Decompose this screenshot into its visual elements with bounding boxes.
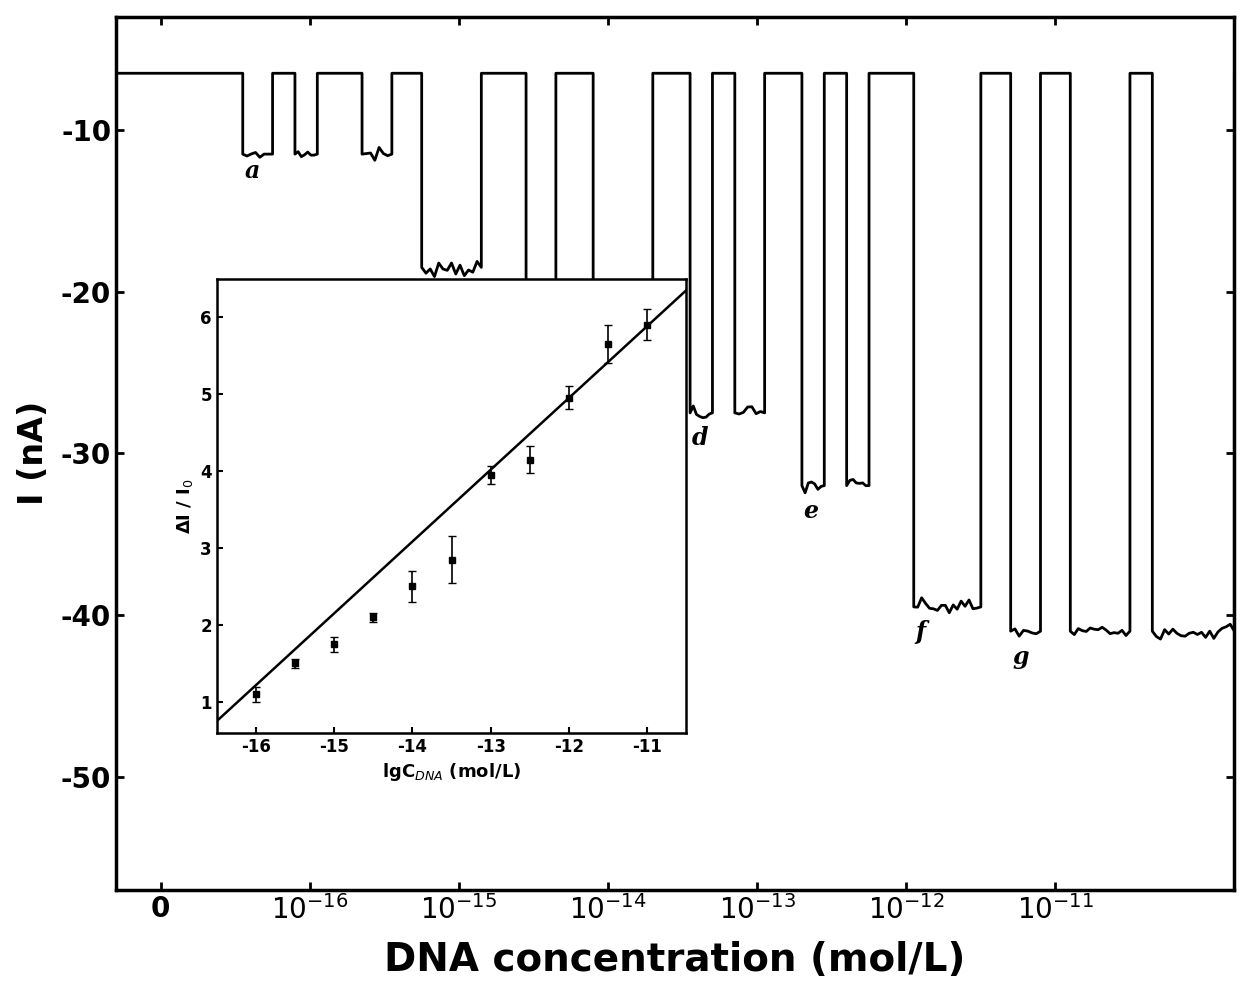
Text: c: c	[528, 377, 542, 401]
Text: a: a	[244, 159, 259, 183]
Text: g: g	[1012, 644, 1028, 668]
Text: b: b	[423, 281, 439, 305]
Text: d: d	[692, 426, 708, 450]
Text: f: f	[916, 621, 926, 644]
Text: e: e	[803, 499, 818, 523]
Y-axis label: I (nA): I (nA)	[16, 401, 50, 505]
X-axis label: DNA concentration (mol/L): DNA concentration (mol/L)	[384, 941, 966, 979]
